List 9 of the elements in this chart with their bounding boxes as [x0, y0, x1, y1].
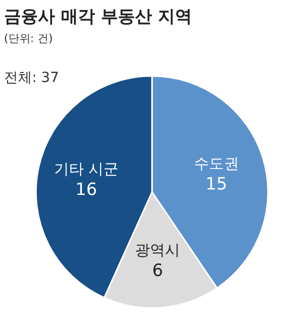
chart-title: 금융사 매각 부동산 지역	[4, 7, 192, 27]
slice-label: 광역시	[135, 241, 180, 260]
text: 전체: 37	[4, 70, 59, 86]
data-label: 15	[206, 174, 228, 194]
data-label: 16	[75, 180, 98, 200]
slice-label: 수도권	[194, 154, 239, 172]
data-label: 6	[152, 261, 164, 282]
chart-subtitle: (단위: 건)	[4, 32, 53, 45]
slice-label: 기타 시군	[54, 160, 119, 178]
